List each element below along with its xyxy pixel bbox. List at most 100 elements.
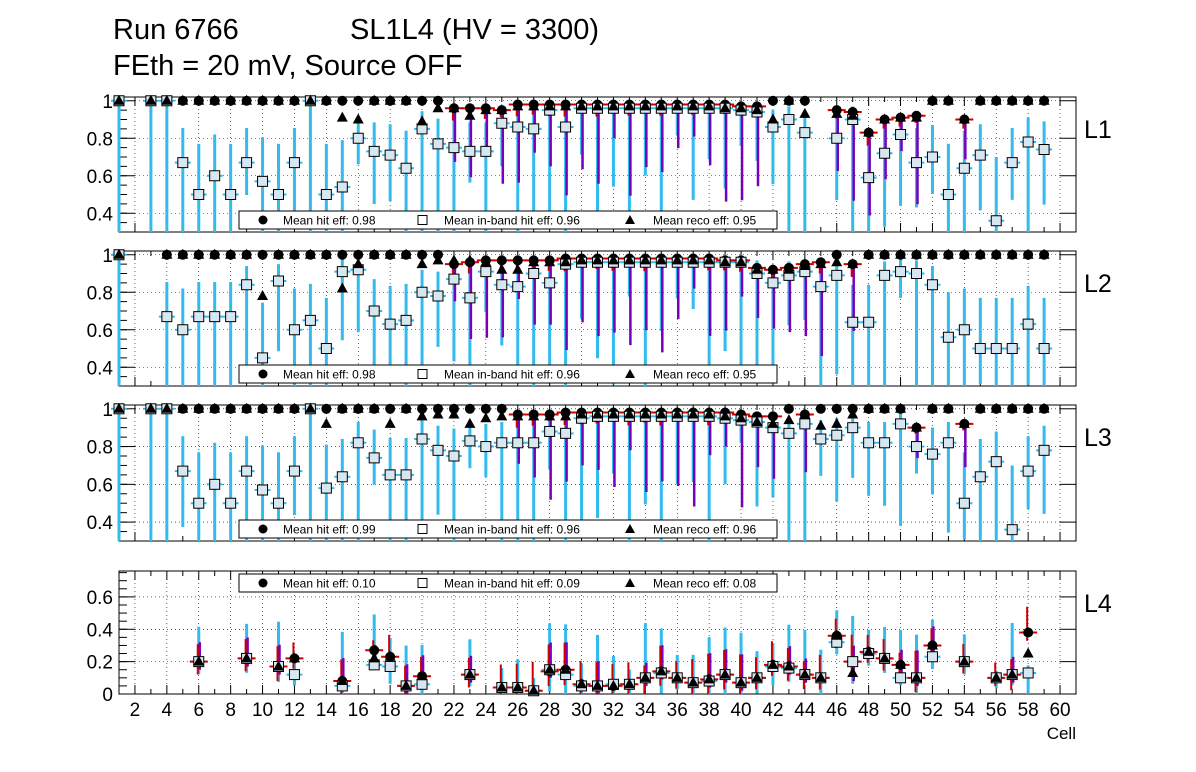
x-tick-label: 26	[507, 700, 528, 721]
data-point-group	[700, 407, 719, 541]
legend-band-marker	[417, 215, 428, 225]
in-band-marker	[241, 157, 253, 169]
reco-marker	[671, 671, 683, 682]
in-band-marker	[480, 266, 492, 278]
in-band-marker	[432, 138, 444, 150]
legend-band-label: Mean in-band hit eff: 0.09	[444, 577, 580, 591]
data-point-group	[668, 99, 687, 149]
in-band-marker	[815, 433, 827, 445]
panel-l4: 0 0.2 0.4 0.6 L4 Mean hit eff: 0.10 Mean in-ba…	[87, 570, 1112, 743]
in-band-marker	[958, 324, 970, 336]
reco-marker	[560, 663, 572, 674]
in-band-marker	[799, 127, 811, 139]
in-band-marker	[225, 189, 237, 200]
legend-reco-label: Mean reco eff: 0.95	[653, 368, 757, 382]
data-point-group	[524, 409, 543, 541]
in-band-marker	[799, 418, 811, 430]
reco-marker	[974, 94, 986, 105]
x-tick-label: 28	[539, 700, 560, 721]
legend-box	[238, 573, 778, 593]
data-point-group	[540, 409, 559, 500]
reco-marker	[193, 94, 205, 105]
data-point-group	[891, 630, 910, 686]
data-point-group	[956, 248, 973, 386]
x-tick-label: 34	[635, 700, 657, 721]
x-tick-label: 54	[954, 700, 976, 721]
in-band-marker	[528, 123, 540, 135]
panel-l1: 0.4 0.6 0.8 1 L1 Mean hit eff: 0.98 Mean in-ba…	[87, 92, 1112, 233]
reco-marker	[225, 402, 237, 413]
data-point-group	[588, 407, 607, 519]
reco-marker	[1038, 402, 1050, 413]
data-point-group	[142, 94, 159, 232]
x-tick-label: 18	[380, 700, 401, 721]
panel-l2: 0.4 0.6 0.8 1 L2 Mean hit eff: 0.98 Mean in-ba…	[87, 246, 1112, 387]
reco-marker	[241, 94, 253, 105]
reco-marker	[368, 94, 380, 105]
data-point-group	[430, 249, 446, 347]
data-point-group	[636, 99, 655, 176]
in-band-marker	[895, 418, 907, 430]
reco-marker	[209, 94, 221, 105]
y-tick-label: 0.4	[87, 513, 114, 534]
x-tick-label: 30	[571, 700, 592, 721]
x-tick-label: 58	[1018, 700, 1039, 721]
in-band-marker	[1022, 465, 1034, 477]
data-point-group	[620, 253, 639, 346]
in-band-marker	[512, 281, 524, 293]
in-band-marker	[368, 305, 380, 317]
data-point-group	[111, 94, 127, 232]
in-band-marker	[400, 469, 412, 481]
hit-marker	[496, 255, 507, 266]
reco-marker	[241, 402, 253, 413]
hit-marker	[831, 249, 842, 260]
data-point-group	[556, 624, 575, 694]
reco-marker	[990, 671, 1002, 682]
data-point-group	[111, 248, 127, 386]
reco-marker	[958, 655, 970, 666]
data-point-group	[493, 403, 510, 541]
y-tick-label: 0.6	[87, 588, 113, 609]
data-point-group	[748, 411, 766, 507]
reco-marker	[671, 100, 683, 111]
reco-marker	[735, 102, 747, 113]
reco-marker	[273, 248, 284, 259]
data-point-group	[1036, 248, 1053, 386]
in-band-marker	[926, 151, 938, 163]
data-point-group	[382, 94, 399, 202]
data-point-group	[158, 402, 175, 541]
reco-marker	[209, 402, 221, 413]
reco-marker	[241, 652, 253, 663]
y-tick-label: 0.8	[87, 438, 113, 459]
reco-marker	[544, 100, 556, 111]
reco-marker	[576, 100, 588, 111]
data-point-group	[684, 654, 703, 694]
reco-marker	[576, 254, 588, 265]
in-band-marker	[448, 273, 460, 285]
data-point-group	[1019, 606, 1038, 694]
data-point-group	[732, 632, 751, 694]
reco-marker	[990, 402, 1002, 413]
in-band-marker	[384, 149, 396, 161]
legend-hit-label: Mean hit eff: 0.10	[283, 577, 376, 591]
data-point-group	[795, 629, 814, 690]
reco-marker	[815, 671, 827, 682]
data-point-group	[987, 662, 1006, 689]
in-band-marker	[544, 425, 556, 437]
reco-marker	[607, 408, 619, 419]
reco-marker	[496, 410, 508, 421]
reco-marker	[592, 100, 603, 111]
reco-marker	[576, 408, 588, 419]
data-point-group	[652, 99, 671, 215]
reco-marker	[432, 254, 444, 265]
in-band-marker	[480, 145, 492, 157]
legend-l3: Mean hit eff: 0.99 Mean in-band hit eff: …	[238, 519, 778, 539]
in-band-marker	[831, 132, 843, 144]
data-point-group	[859, 629, 878, 666]
in-band-marker	[895, 672, 907, 684]
reco-marker	[671, 408, 683, 419]
reco-marker	[895, 111, 907, 122]
data-point-group	[923, 619, 942, 669]
legend-reco-label: Mean reco eff: 0.95	[653, 214, 757, 228]
legend-reco-marker	[625, 524, 635, 533]
